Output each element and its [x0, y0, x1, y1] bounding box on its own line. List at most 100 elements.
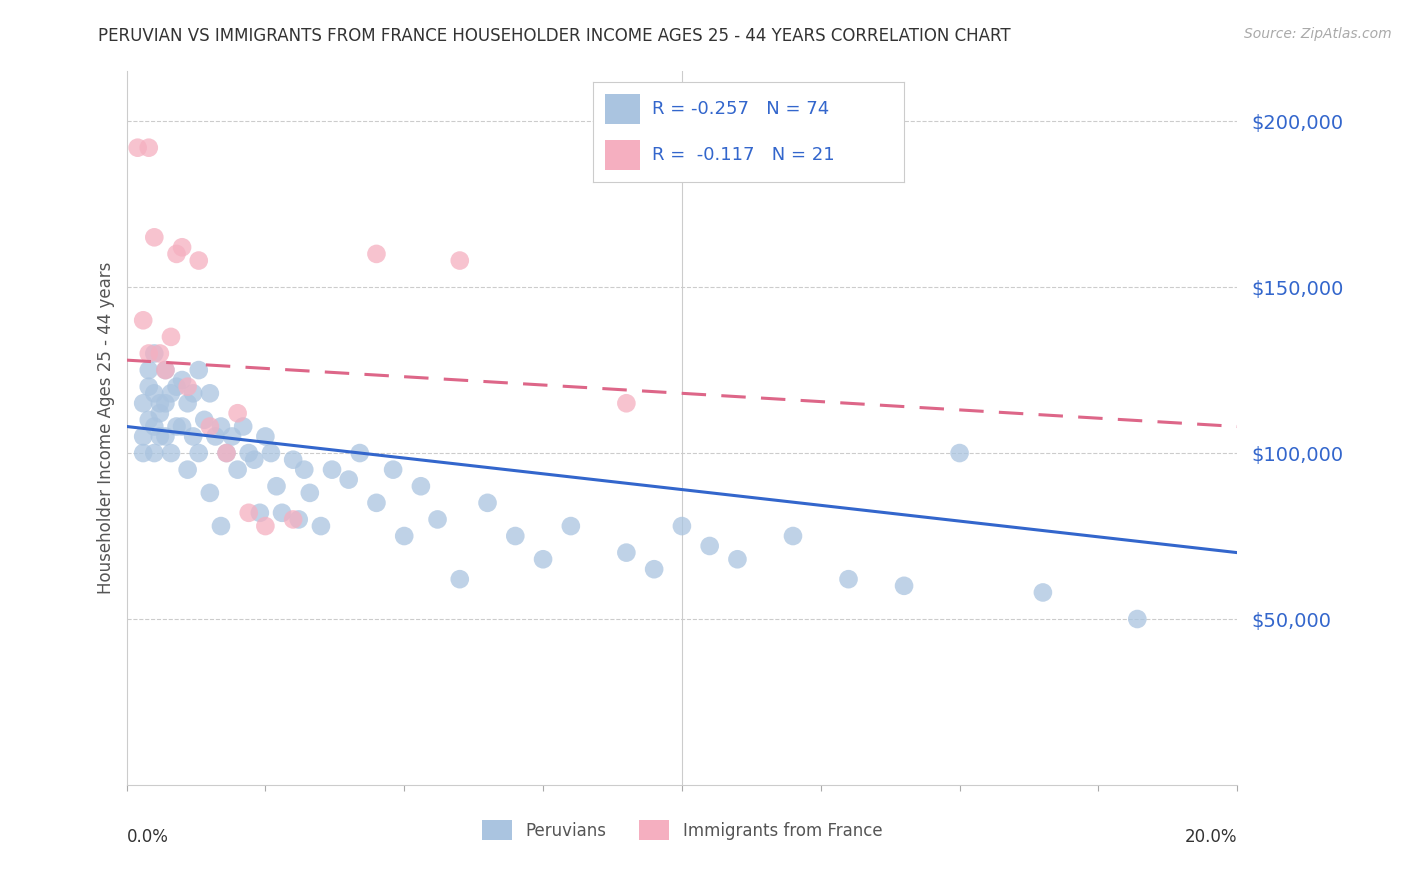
Point	[948, 446, 970, 460]
Point	[271, 506, 294, 520]
Point	[149, 396, 172, 410]
Point	[287, 512, 309, 526]
Point	[143, 419, 166, 434]
Point	[366, 247, 388, 261]
Point	[132, 446, 155, 460]
Point	[143, 230, 166, 244]
Point	[226, 463, 249, 477]
Point	[238, 446, 260, 460]
Point	[176, 379, 198, 393]
Point	[160, 330, 183, 344]
Point	[643, 562, 665, 576]
Point	[298, 486, 321, 500]
Point	[138, 363, 160, 377]
Point	[232, 419, 254, 434]
Point	[160, 386, 183, 401]
Point	[426, 512, 449, 526]
Point	[671, 519, 693, 533]
Point	[172, 373, 194, 387]
Point	[1126, 612, 1149, 626]
Text: 20.0%: 20.0%	[1185, 828, 1237, 846]
Point	[503, 529, 526, 543]
Text: PERUVIAN VS IMMIGRANTS FROM FRANCE HOUSEHOLDER INCOME AGES 25 - 44 YEARS CORRELA: PERUVIAN VS IMMIGRANTS FROM FRANCE HOUSE…	[98, 27, 1011, 45]
Point	[292, 463, 315, 477]
Point	[209, 519, 232, 533]
Point	[198, 486, 221, 500]
Point	[155, 363, 177, 377]
Point	[727, 552, 749, 566]
Legend: Peruvians, Immigrants from France: Peruvians, Immigrants from France	[474, 812, 890, 848]
Y-axis label: Householder Income Ages 25 - 44 years: Householder Income Ages 25 - 44 years	[97, 262, 115, 594]
Point	[138, 379, 160, 393]
Point	[893, 579, 915, 593]
Point	[266, 479, 288, 493]
Point	[209, 419, 232, 434]
Point	[337, 473, 360, 487]
Point	[138, 346, 160, 360]
Point	[281, 512, 304, 526]
Point	[254, 429, 277, 443]
Point	[166, 379, 188, 393]
Point	[782, 529, 804, 543]
Point	[531, 552, 554, 566]
Text: 0.0%: 0.0%	[127, 828, 169, 846]
Point	[172, 240, 194, 254]
Point	[132, 396, 155, 410]
Text: Source: ZipAtlas.com: Source: ZipAtlas.com	[1244, 27, 1392, 41]
Point	[321, 463, 343, 477]
Point	[138, 141, 160, 155]
Point	[187, 253, 209, 268]
Point	[187, 363, 209, 377]
Point	[132, 429, 155, 443]
Point	[193, 413, 215, 427]
Point	[254, 519, 277, 533]
Point	[172, 419, 194, 434]
Point	[198, 419, 221, 434]
Point	[166, 247, 188, 261]
Point	[382, 463, 405, 477]
Point	[394, 529, 416, 543]
Point	[155, 396, 177, 410]
Point	[181, 386, 204, 401]
Point	[132, 313, 155, 327]
Point	[176, 396, 198, 410]
Point	[204, 429, 226, 443]
Point	[187, 446, 209, 460]
Point	[149, 429, 172, 443]
Point	[243, 452, 266, 467]
Point	[560, 519, 582, 533]
Point	[409, 479, 432, 493]
Point	[281, 452, 304, 467]
Point	[160, 446, 183, 460]
Point	[614, 546, 637, 560]
Point	[838, 572, 860, 586]
Point	[366, 496, 388, 510]
Point	[127, 141, 149, 155]
Point	[226, 406, 249, 420]
Point	[349, 446, 371, 460]
Point	[309, 519, 332, 533]
Point	[155, 363, 177, 377]
Point	[149, 406, 172, 420]
Point	[221, 429, 243, 443]
Point	[614, 396, 637, 410]
Point	[176, 463, 198, 477]
Point	[238, 506, 260, 520]
Point	[260, 446, 283, 460]
Point	[249, 506, 271, 520]
Point	[477, 496, 499, 510]
Point	[138, 413, 160, 427]
Point	[143, 446, 166, 460]
Point	[1032, 585, 1054, 599]
Point	[143, 386, 166, 401]
Point	[143, 346, 166, 360]
Point	[215, 446, 238, 460]
Point	[149, 346, 172, 360]
Point	[166, 419, 188, 434]
Point	[699, 539, 721, 553]
Point	[449, 572, 471, 586]
Point	[198, 386, 221, 401]
Point	[215, 446, 238, 460]
Point	[155, 429, 177, 443]
Point	[181, 429, 204, 443]
